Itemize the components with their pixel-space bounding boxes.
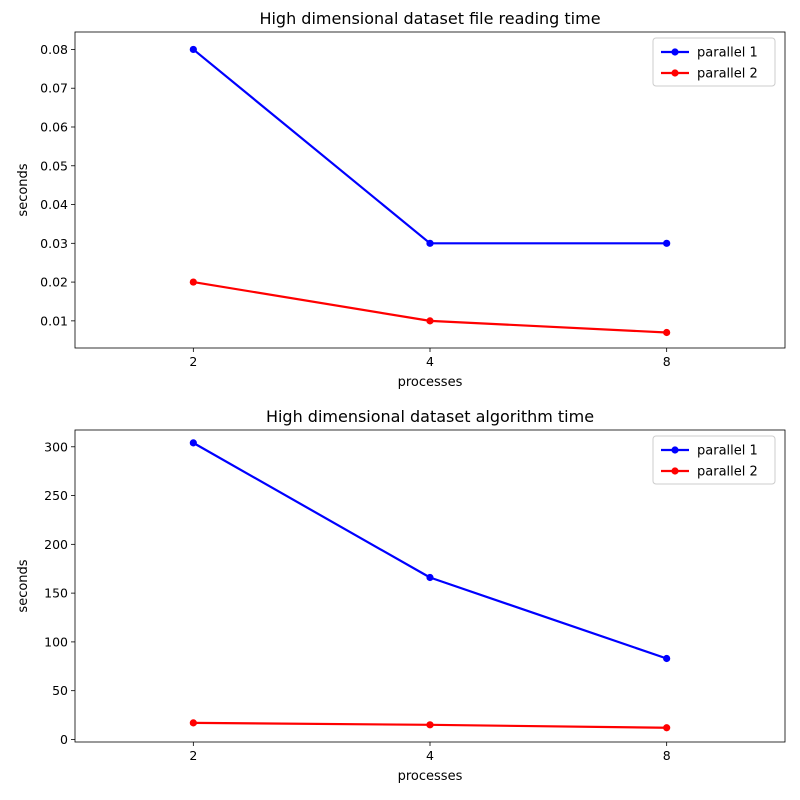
legend-marker — [671, 69, 679, 77]
x-tick-label: 4 — [426, 354, 434, 369]
x-tick-label: 8 — [663, 748, 671, 763]
y-tick-label: 250 — [44, 488, 68, 503]
legend-marker — [671, 446, 679, 454]
chart-panel-2: High dimensional dataset algorithm time 2… — [16, 407, 786, 784]
x-axis-label: processes — [398, 375, 463, 390]
y-tick-label: 0.04 — [40, 197, 68, 212]
data-point — [189, 278, 197, 286]
y-tick-label: 0.07 — [40, 81, 68, 96]
legend-label: parallel 2 — [697, 465, 758, 480]
legend-label: parallel 1 — [697, 46, 758, 61]
legend: parallel 1 parallel 2 — [652, 435, 776, 485]
data-point — [426, 573, 434, 582]
data-point — [663, 654, 671, 663]
data-point — [426, 317, 434, 325]
legend-label: parallel 2 — [697, 67, 758, 82]
y-axis-label: seconds — [16, 163, 31, 216]
data-point — [663, 239, 671, 247]
y-tick-label: 300 — [44, 439, 68, 454]
y-tick-label: 0.05 — [40, 158, 68, 173]
data-point — [189, 719, 197, 727]
series-line-1 — [192, 48, 668, 245]
data-point — [426, 239, 434, 247]
series-line-1 — [192, 441, 668, 660]
chart-title: High dimensional dataset algorithm time — [266, 407, 594, 426]
legend-marker — [671, 48, 679, 56]
y-tick-label: 0 — [60, 732, 68, 747]
chart-title: High dimensional dataset file reading ti… — [259, 9, 600, 28]
data-point — [189, 439, 197, 447]
y-tick-label: 0.08 — [40, 42, 68, 57]
y-tick-label: 150 — [44, 586, 68, 601]
series-line-2 — [192, 280, 668, 334]
y-tick-label: 200 — [44, 537, 68, 552]
y-tick-label: 0.02 — [40, 275, 68, 290]
data-point — [426, 721, 434, 729]
y-tick-label: 0.06 — [40, 119, 68, 134]
data-point — [663, 724, 671, 732]
legend-marker — [671, 467, 679, 475]
legend-label: parallel 1 — [697, 444, 758, 459]
x-tick-label: 2 — [189, 354, 197, 369]
y-tick-label: 50 — [52, 683, 68, 698]
x-tick-label: 4 — [426, 748, 434, 763]
y-tick-label: 0.03 — [40, 236, 68, 251]
x-tick-label: 2 — [189, 748, 197, 763]
x-axis-label: processes — [398, 769, 463, 784]
y-axis-label: seconds — [16, 559, 31, 612]
legend: parallel 1 parallel 2 — [652, 37, 776, 87]
y-tick-label: 0.01 — [40, 313, 68, 328]
y-tick-label: 100 — [44, 634, 68, 649]
data-point — [189, 45, 197, 54]
chart-panel-1: High dimensional dataset file reading ti… — [16, 9, 786, 390]
x-tick-label: 8 — [663, 354, 671, 369]
data-point — [663, 328, 671, 337]
